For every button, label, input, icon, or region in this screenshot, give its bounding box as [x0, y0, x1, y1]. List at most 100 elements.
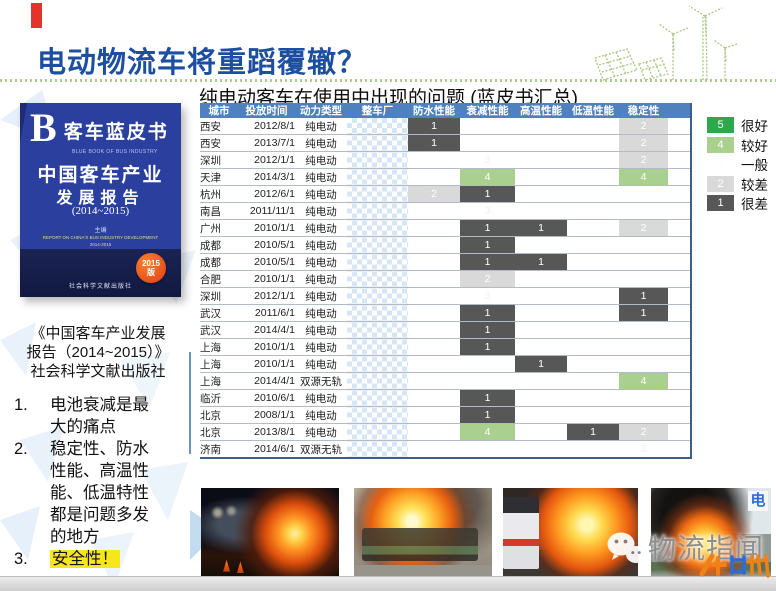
city-cell: 天津 [200, 168, 238, 186]
date-cell: 2014/4/1 [238, 321, 295, 339]
power-type-cell: 纯电动 [295, 406, 347, 424]
building-sign: 电 [748, 491, 768, 511]
high-temp-score [515, 304, 567, 322]
stability-score: 1 [619, 287, 668, 305]
legend-row: 2 较差 [707, 175, 768, 193]
decay-score: 3 [460, 287, 515, 305]
high-temp-score [515, 151, 567, 169]
waterproof-score [408, 423, 460, 441]
high-temp-score [515, 389, 567, 407]
decay-score [460, 134, 515, 152]
decay-score: 2 [460, 270, 515, 288]
table-row: 成都 2010/5/1 纯电动 1 [200, 236, 691, 254]
legend-label: 很差 [741, 197, 768, 212]
power-type-cell: 双源无轨 [295, 372, 347, 390]
legend-label: 较差 [741, 177, 768, 193]
filler-cell [668, 270, 691, 288]
column-header: 整车厂 [347, 103, 408, 118]
book-edition-badge: 2015 版 [136, 253, 166, 283]
power-type-cell: 纯电动 [295, 338, 347, 356]
city-cell: 武汉 [200, 321, 238, 339]
waterproof-score [408, 219, 460, 237]
filler-cell [668, 406, 691, 424]
column-header: 高温性能 [515, 103, 567, 118]
high-temp-score [515, 236, 567, 254]
low-temp-score [567, 134, 619, 152]
waterproof-score: 1 [408, 118, 460, 135]
oem-cell-censored [347, 338, 408, 356]
table-row: 深圳 2012/1/1 纯电动 3 1 [200, 287, 691, 305]
oem-cell-censored [347, 202, 408, 220]
book-title-line1: 中国客车产业 [37, 165, 164, 186]
date-cell: 2010/1/1 [238, 219, 295, 237]
list-item-text: 稳定性、防水性能、高温性能、低温特性都是问题多发的地方 [50, 440, 149, 546]
filler-cell [668, 440, 691, 459]
oem-cell-censored [347, 389, 408, 407]
high-temp-score [515, 270, 567, 288]
oem-cell-censored [347, 321, 408, 339]
column-header: 城市 [200, 103, 238, 118]
filler-cell [668, 338, 691, 356]
stability-score: 2 [619, 118, 668, 135]
legend-row: 1 很差 [707, 195, 768, 212]
decay-score: 1 [460, 219, 515, 237]
stability-score [619, 202, 668, 220]
waterproof-score [408, 287, 460, 305]
oem-cell-censored [347, 440, 408, 459]
decay-score: 1 [460, 338, 515, 356]
score-legend: 5 很好 4 较好 3 一般 2 较差 1 很差 [707, 117, 768, 215]
waterproof-score [408, 406, 460, 424]
waterproof-score [408, 151, 460, 169]
filler-cell [668, 151, 691, 169]
oem-cell-censored [347, 253, 408, 271]
high-temp-score: 1 [515, 355, 567, 373]
column-header: 动力类型 [295, 103, 347, 118]
low-temp-score [567, 219, 619, 237]
decay-score: 4 [460, 168, 515, 186]
low-temp-score [567, 372, 619, 390]
city-cell: 西安 [200, 118, 238, 135]
table-row: 济南 2014/6/1 双源无轨 3 [200, 440, 691, 459]
oem-cell-censored [347, 372, 408, 390]
decay-score: 1 [460, 185, 515, 203]
date-cell: 2011/11/1 [238, 202, 295, 220]
date-cell: 2014/6/1 [238, 440, 295, 459]
date-cell: 2010/1/1 [238, 270, 295, 288]
low-temp-score [567, 389, 619, 407]
waterproof-score [408, 202, 460, 220]
list-item: 2. 稳定性、防水性能、高温性能、低温特性都是问题多发的地方 [14, 438, 184, 548]
city-cell: 成都 [200, 236, 238, 254]
decay-score: 1 [460, 389, 515, 407]
stability-score [619, 389, 668, 407]
high-temp-score [515, 423, 567, 441]
stability-score [619, 406, 668, 424]
date-cell: 2013/8/1 [238, 423, 295, 441]
oem-cell-censored [347, 219, 408, 237]
waterproof-score [408, 304, 460, 322]
city-cell: 上海 [200, 372, 238, 390]
high-temp-score [515, 372, 567, 390]
date-cell: 2013/7/1 [238, 134, 295, 152]
high-temp-score [515, 134, 567, 152]
decay-score: 3 [460, 202, 515, 220]
power-type-cell: 纯电动 [295, 389, 347, 407]
badge-label: 版 [147, 268, 155, 277]
date-cell: 2010/6/1 [238, 389, 295, 407]
low-temp-score [567, 168, 619, 186]
stability-score [619, 270, 668, 288]
photo-bus-fire-street [354, 488, 492, 576]
table-body: 西安 2012/8/1 纯电动 1 2 西安 2013/7/1 纯电动 1 2 深圳 2012/1/1… [200, 118, 691, 459]
oem-cell-censored [347, 270, 408, 288]
power-type-cell: 纯电动 [295, 355, 347, 373]
high-temp-score [515, 440, 567, 459]
decay-score: 1 [460, 236, 515, 254]
waterproof-score: 2 [408, 185, 460, 203]
oem-cell-censored [347, 423, 408, 441]
photo-bus-fire-truck [503, 488, 638, 576]
decay-score [460, 118, 515, 135]
table-row: 武汉 2014/4/1 纯电动 1 [200, 321, 691, 339]
filler-cell [668, 236, 691, 254]
decay-score: 1 [460, 253, 515, 271]
citation-line1: 《中国客车产业发展 [30, 325, 166, 342]
city-cell: 深圳 [200, 151, 238, 169]
